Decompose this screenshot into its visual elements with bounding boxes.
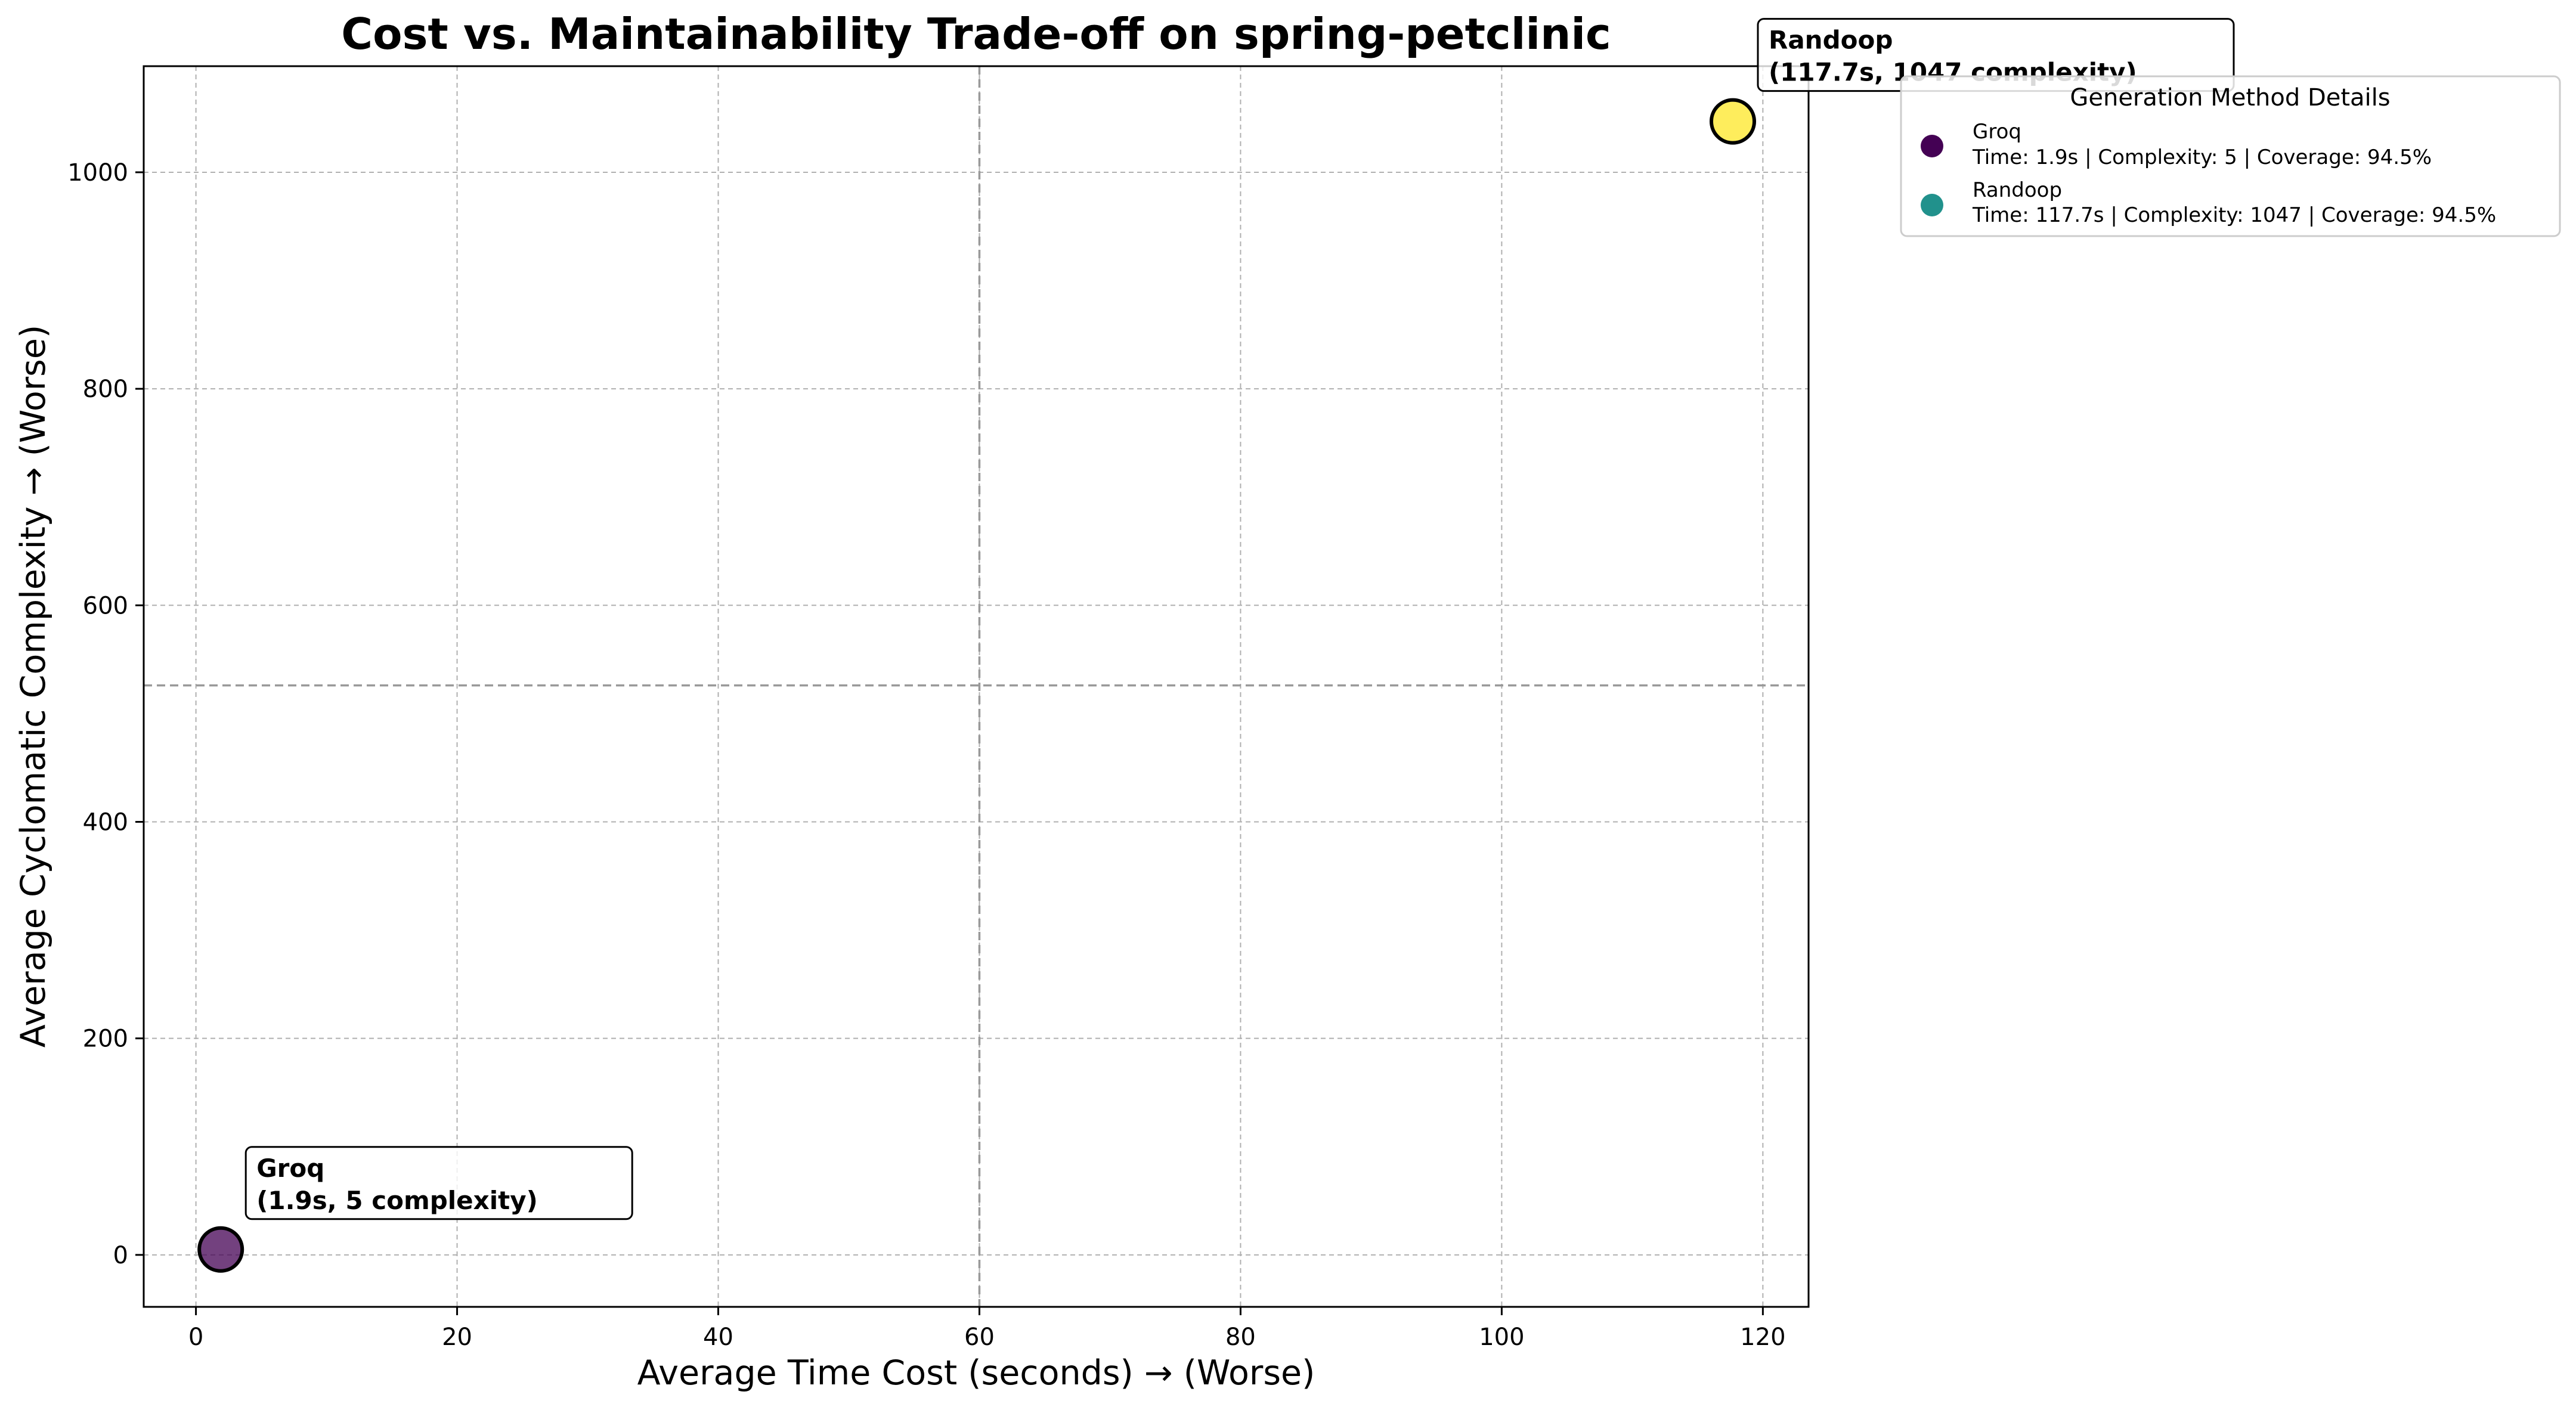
x-tick-label: 80 (1225, 1324, 1256, 1351)
plot-frame (143, 65, 1810, 1308)
legend-detail-groq: Time: 1.9s | Complexity: 5 | Coverage: 9… (1972, 145, 2432, 169)
x-tick-label: 100 (1479, 1324, 1524, 1351)
x-axis: 0 20 40 60 80 100 120 (188, 1307, 1786, 1351)
x-tick-label: 60 (964, 1324, 995, 1351)
legend-box (1900, 75, 2561, 237)
point-annotations: Groq(1.9s, 5 complexity)Randoop(117.7s, … (244, 18, 2235, 1220)
legend-marker-randoop (1921, 194, 1943, 216)
x-axis-label: Average Time Cost (seconds) → (Worse) (637, 1353, 1315, 1393)
y-tick-label: 800 (83, 376, 128, 403)
annotation-name-groq: Groq (256, 1154, 324, 1183)
x-tick-label: 120 (1740, 1324, 1785, 1351)
data-point-groq (197, 1226, 244, 1273)
reference-lines (144, 66, 1809, 1307)
y-axis-label: Average Cyclomatic Complexity → (Worse) (14, 325, 53, 1048)
x-tick-label: 40 (703, 1324, 733, 1351)
annotation-name-randoop: Randoop (1769, 26, 1893, 55)
annotation-values-groq: (1.9s, 5 complexity) (256, 1186, 538, 1215)
legend-detail-randoop: Time: 117.7s | Complexity: 1047 | Covera… (1972, 203, 2496, 227)
y-tick-label: 0 (113, 1242, 128, 1269)
y-axis: 0 200 400 600 800 1000 (67, 159, 144, 1269)
y-tick-label: 600 (83, 592, 128, 619)
legend-marker-groq (1921, 135, 1943, 157)
y-tick-label: 200 (83, 1025, 128, 1053)
x-tick-label: 0 (188, 1324, 203, 1351)
grid-lines (144, 66, 1809, 1307)
legend: Generation Method Details Groq Time: 1.9… (1900, 75, 2561, 237)
y-tick-label: 400 (83, 808, 128, 836)
legend-name-groq: Groq (1973, 120, 2021, 144)
annotation-box-groq (244, 1146, 633, 1220)
legend-name-randoop: Randoop (1973, 178, 2062, 202)
data-point-randoop (1709, 98, 1756, 145)
legend-title: Generation Method Details (2070, 84, 2390, 111)
x-tick-label: 20 (442, 1324, 472, 1351)
data-points (197, 98, 1756, 1273)
y-tick-label: 1000 (67, 159, 128, 187)
chart-title: Cost vs. Maintainability Trade-off on sp… (341, 9, 1611, 59)
